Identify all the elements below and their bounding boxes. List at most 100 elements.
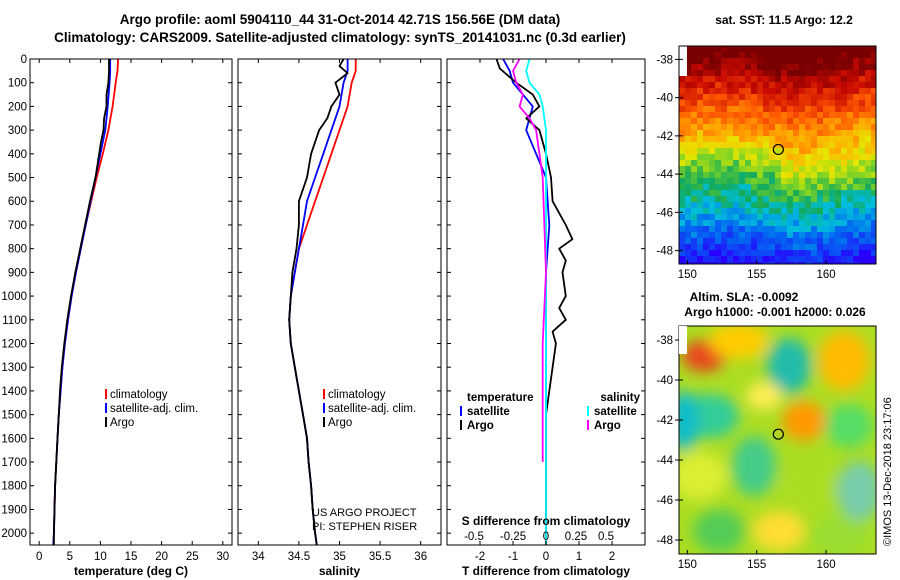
y-tick-label: -42 (656, 415, 673, 427)
sla-map-frame (678, 325, 877, 555)
y-tick-label: 100 (8, 78, 27, 90)
s-tick-label: -0.25 (500, 531, 526, 543)
y-tick-label: -42 (656, 131, 673, 143)
sla-blobs (679, 326, 876, 554)
series-difference-satellite-temperature (502, 58, 551, 545)
y-tick-label: 1300 (1, 362, 27, 374)
series-difference-satellite-salinity (525, 58, 547, 545)
chart-title-line1: Argo profile: aoml 5904110_44 31-Oct-201… (119, 12, 561, 27)
sst-cells (679, 46, 876, 264)
panel-difference: -2 -1 0 1 2T difference from climatology (446, 58, 646, 578)
y-tick-label: 1900 (1, 504, 27, 516)
legend-label: Argo (467, 420, 494, 432)
panel-salinity: 34 34.5 35 35.5 36 salinity (237, 58, 442, 578)
series-difference-argo-salinity (512, 58, 547, 462)
y-tick-label: 1200 (1, 338, 27, 350)
series-difference-argo-temperature (495, 58, 574, 545)
legend-label: climatology (110, 389, 168, 401)
y-tick-label: 2000 (1, 528, 27, 540)
sst-map: 150 155 160 -38 -40 -42 -44 -46 -48 (656, 45, 877, 281)
x-tick-label: 35 (333, 551, 346, 563)
y-tick-label: 900 (8, 267, 27, 279)
x-tick-label: 0 (543, 551, 549, 563)
y-tick-label: 1700 (1, 457, 27, 469)
series-temperature-satellite-adj-clim- (52, 59, 112, 546)
argo-location-marker (772, 428, 784, 440)
series-salinity-climatology (288, 59, 357, 546)
series-salinity-argo (288, 58, 349, 546)
profile-panels: 0100200300400500600700800900100011001200… (1, 54, 646, 578)
y-tick-label: 800 (8, 244, 27, 256)
legend-label: satellite (467, 406, 510, 418)
land-patch (679, 46, 687, 76)
imos-credit: ©IMOS 13-Dec-2018 23:17:06 (882, 397, 894, 546)
x-axis-label: temperature (deg C) (74, 564, 188, 578)
x-tick-label: -2 (475, 551, 485, 563)
y-tick-label: -40 (656, 375, 673, 387)
legend-label: Argo (328, 417, 352, 429)
x-tick-label: 0 (36, 551, 42, 563)
x-tick-label: 5 (67, 551, 73, 563)
y-tick-label: -48 (656, 246, 673, 258)
x-tick-label: 10 (94, 551, 107, 563)
s-tick-label: -0.5 (464, 531, 484, 543)
legend-label: Argo (594, 420, 621, 432)
x-axis-label: salinity (319, 564, 361, 578)
sst-map-axes: 150 155 160 -38 -40 -42 -44 -46 -48 (656, 54, 835, 281)
x-tick-label: 155 (747, 269, 766, 281)
y-tick-label: 600 (8, 196, 27, 208)
x-tick-label: 155 (747, 559, 766, 571)
y-tick-label: 1500 (1, 410, 27, 422)
y-tick-label: -44 (656, 169, 673, 181)
y-tick-label: 1800 (1, 481, 27, 493)
y-tick-label: 1000 (1, 291, 27, 303)
y-tick-label: -38 (656, 335, 673, 347)
y-tick-label: 1400 (1, 386, 27, 398)
x-tick-label: 160 (816, 559, 835, 571)
argo-location-marker (772, 143, 784, 156)
series-temperature-climatology (52, 58, 119, 546)
y-tick-label: -46 (656, 495, 673, 507)
chart-title-line2: Climatology: CARS2009. Satellite-adjuste… (54, 30, 626, 45)
sst-map-title: sat. SST: 11.5 Argo: 12.2 (715, 13, 853, 27)
x-tick-label: 34 (252, 551, 265, 563)
y-tick-label: -46 (656, 207, 673, 219)
legend-title-salinity: salinity (600, 392, 640, 404)
s-axis-label: S difference from climatology (462, 514, 631, 528)
x-tick-label: 150 (678, 559, 697, 571)
legend-label: Argo (110, 417, 134, 429)
s-tick-label: 0.5 (598, 531, 614, 543)
s-tick-label: 0 (543, 531, 549, 543)
y-tick-label: -48 (656, 535, 673, 547)
sla-map-axes: 150 155 160 -38 -40 -42 -44 -46 -48 (656, 335, 835, 571)
y-tick-label: -40 (656, 93, 673, 105)
y-tick-label: 500 (8, 173, 27, 185)
x-tick-label: 20 (155, 551, 168, 563)
legend-title-temperature: temperature (467, 392, 533, 404)
x-tick-label: 160 (816, 269, 835, 281)
y-tick-label: 200 (8, 101, 27, 113)
y-tick-label: 1100 (2, 315, 27, 327)
y-tick-label: 300 (8, 125, 27, 137)
legend-label: satellite-adj. clim. (328, 403, 416, 415)
x-tick-label: -1 (508, 551, 518, 563)
sst-map-frame (678, 45, 877, 265)
x-tick-label: 30 (216, 551, 229, 563)
sla-map-subtitle: Argo h1000: -0.001 h2000: 0.026 (684, 305, 866, 319)
x-tick-label: 36 (414, 551, 427, 563)
y-tick-label: -44 (656, 455, 673, 467)
y-tick-label: -38 (656, 54, 673, 66)
legend-label: climatology (328, 389, 386, 401)
x-tick-label: 150 (678, 269, 697, 281)
x-axis-label: T difference from climatology (462, 564, 630, 578)
credit-line1: US ARGO PROJECT (312, 507, 417, 519)
legend-label: satellite-adj. clim. (110, 403, 198, 415)
x-tick-label: 15 (125, 551, 138, 563)
land-patch (679, 326, 687, 354)
panel-temperature: 0100200300400500600700800900100011001200… (1, 54, 233, 578)
series-temperature-argo (53, 59, 110, 545)
y-tick-label: 0 (21, 54, 27, 66)
x-tick-label: 2 (609, 551, 615, 563)
y-tick-label: 1600 (1, 433, 27, 445)
